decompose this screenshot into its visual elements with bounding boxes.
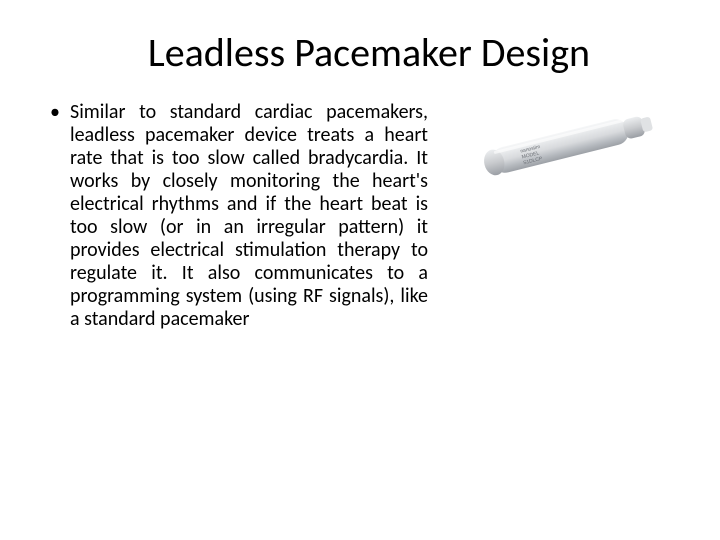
- image-column: nanostim MODEL S1DLCP: [448, 101, 672, 331]
- text-column: Similar to standard cardiac pacemakers, …: [48, 101, 428, 331]
- page-title: Leadless Pacemaker Design: [66, 28, 672, 77]
- pacemaker-device-icon: nanostim MODEL S1DLCP: [460, 105, 660, 185]
- bullet-item: Similar to standard cardiac pacemakers, …: [48, 101, 428, 331]
- slide: Leadless Pacemaker Design Similar to sta…: [0, 0, 720, 540]
- content-row: Similar to standard cardiac pacemakers, …: [48, 101, 672, 331]
- bullet-list: Similar to standard cardiac pacemakers, …: [48, 101, 428, 331]
